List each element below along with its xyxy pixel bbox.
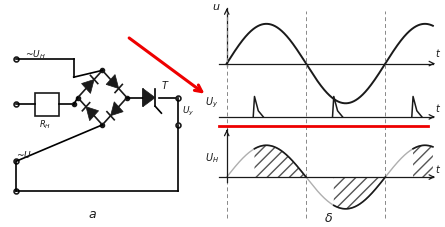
Text: t: t	[435, 104, 439, 114]
Polygon shape	[143, 89, 155, 106]
Bar	[35, 93, 59, 116]
Polygon shape	[110, 102, 123, 116]
Text: t: t	[435, 49, 439, 59]
Text: $U_y$: $U_y$	[182, 105, 194, 118]
Text: $\delta$: $\delta$	[324, 212, 333, 225]
Text: ~$U_H$: ~$U_H$	[24, 48, 45, 61]
Polygon shape	[81, 79, 94, 94]
Text: a: a	[88, 208, 96, 221]
Polygon shape	[86, 107, 99, 121]
Polygon shape	[106, 74, 119, 89]
Text: $U_y$: $U_y$	[205, 96, 218, 110]
Text: $U_H$: $U_H$	[205, 151, 219, 165]
Text: t: t	[435, 165, 439, 175]
Text: $R_H$: $R_H$	[39, 118, 51, 131]
Text: T: T	[162, 81, 168, 91]
Text: u: u	[212, 2, 219, 12]
Text: ~$U$: ~$U$	[16, 149, 32, 160]
